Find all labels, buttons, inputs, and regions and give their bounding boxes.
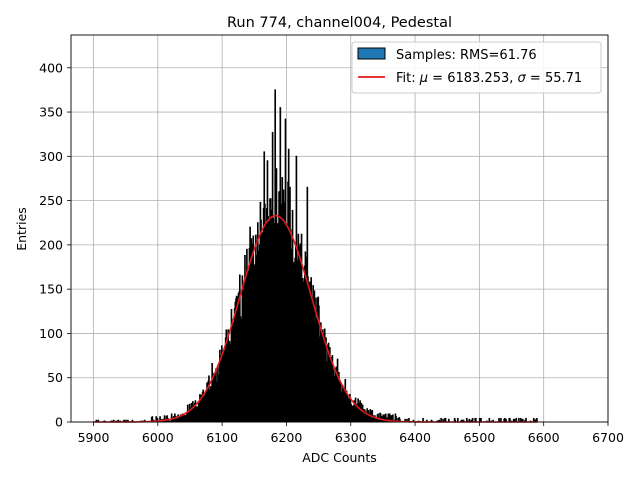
legend-fit-sigma-symbol: σ xyxy=(518,71,527,86)
y-tick-label: 400 xyxy=(39,60,63,75)
y-tick-label: 100 xyxy=(39,326,63,341)
legend-fit-sigma-equals: = xyxy=(526,71,545,86)
legend: Samples: RMS=61.76 Fit: μ = 6183.253, σ … xyxy=(351,41,602,94)
histogram-bars xyxy=(95,89,538,423)
x-tick-label: 6400 xyxy=(399,430,431,445)
legend-fit-mu-equals: = xyxy=(428,71,447,86)
x-tick-label: 6300 xyxy=(335,430,367,445)
y-axis-label: Entries xyxy=(14,207,29,251)
x-tick-label: 6600 xyxy=(528,430,560,445)
legend-fit-prefix: Fit: xyxy=(396,71,420,86)
y-tick-label: 0 xyxy=(55,415,63,430)
legend-fit-mu-value: 6183.253 xyxy=(447,71,509,86)
plot-frame xyxy=(70,34,609,423)
y-tick-label: 200 xyxy=(39,237,63,252)
x-tick-label: 6700 xyxy=(592,430,624,445)
grid-lines xyxy=(71,35,609,423)
y-tick-label: 350 xyxy=(39,105,63,120)
legend-fit-label: Fit: μ = 6183.253, σ = 55.71 xyxy=(396,71,582,86)
y-tick-label: 300 xyxy=(39,149,63,164)
legend-fit-mu-symbol: μ xyxy=(419,71,428,86)
legend-histogram-label: Samples: RMS=61.76 xyxy=(396,48,537,63)
y-tick-label: 150 xyxy=(39,282,63,297)
histogram-bar xyxy=(172,416,175,423)
x-tick-label: 6000 xyxy=(142,430,174,445)
legend-histogram-swatch xyxy=(357,47,386,60)
x-tick-label: 6500 xyxy=(463,430,495,445)
legend-fit-sigma-value: 55.71 xyxy=(545,71,582,86)
legend-fit-separator: , xyxy=(509,71,517,86)
y-axis-ticks: 0 50 100 150 200 250 300 350 400 xyxy=(39,60,71,430)
chart-title: Run 774, channel004, Pedestal xyxy=(227,15,452,31)
x-tick-label: 6100 xyxy=(206,430,238,445)
x-axis-ticks: 5900 6000 6100 6200 6300 6400 6500 6600 6700 xyxy=(78,422,624,445)
x-axis-label: ADC Counts xyxy=(302,450,377,465)
x-tick-label: 5900 xyxy=(78,430,110,445)
y-tick-label: 50 xyxy=(47,370,63,385)
y-tick-label: 250 xyxy=(39,193,63,208)
legend-box xyxy=(351,41,602,94)
x-tick-label: 6200 xyxy=(271,430,303,445)
